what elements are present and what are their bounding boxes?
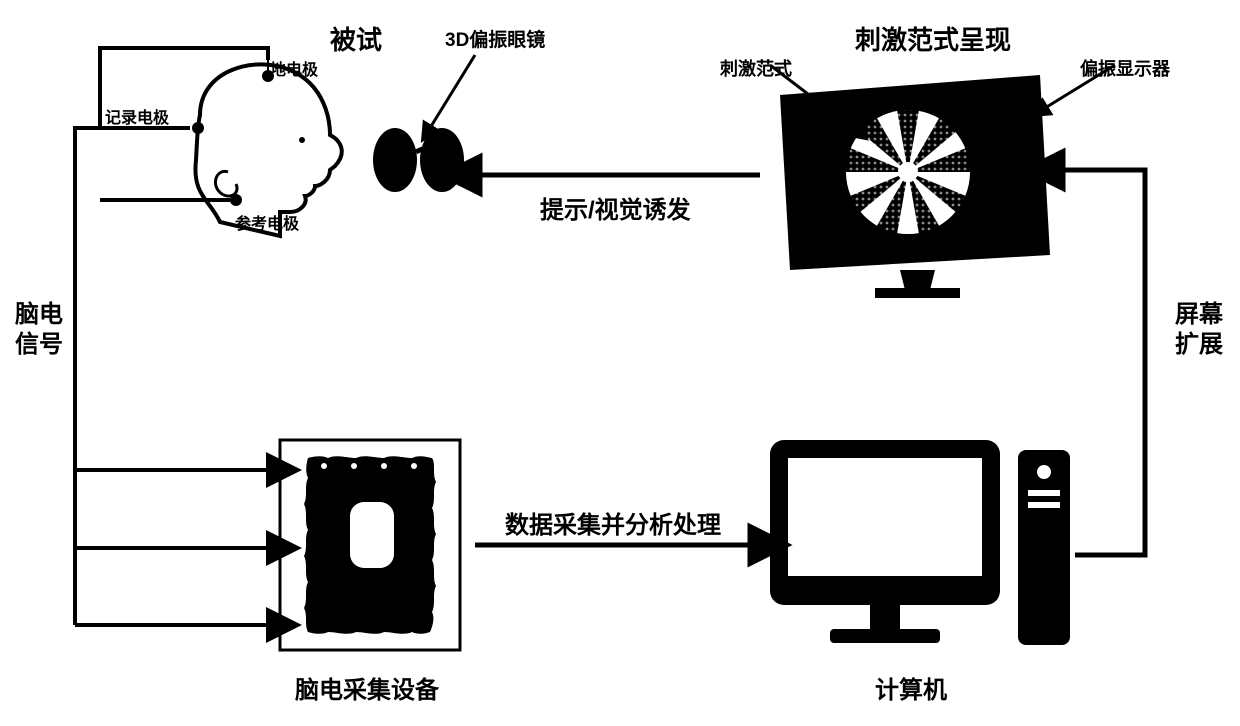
title-subject: 被试: [330, 20, 382, 57]
label-recording-electrode: 记录电极: [105, 104, 169, 128]
reference-electrode-dot: [230, 194, 242, 206]
title-computer: 计算机: [875, 670, 947, 705]
side-label-screen-extension: 屏幕 扩展: [1175, 300, 1223, 360]
label-glasses: 3D偏振眼镜: [445, 25, 545, 52]
label-reference-electrode: 参考电极: [235, 210, 299, 234]
diagram-svg: [0, 0, 1240, 726]
title-eeg-device: 脑电采集设备: [295, 670, 439, 705]
recording-electrode-dot: [192, 122, 204, 134]
stimulus-monitor: [780, 75, 1050, 298]
glasses-icon: [373, 128, 464, 192]
label-ground-electrode: 地电极: [270, 56, 318, 80]
side-label-eeg-line1: 脑电: [15, 301, 63, 328]
label-stimulus-pattern: 刺激范式: [720, 55, 792, 81]
side-label-screen-line2: 扩展: [1175, 331, 1223, 358]
callout-glasses-arrow: [430, 55, 475, 128]
label-data-acq: 数据采集并分析处理: [505, 505, 721, 540]
computer-icon: [770, 440, 1070, 645]
arrow-screen-extension: [1058, 170, 1145, 555]
eeg-device-icon: [280, 440, 460, 650]
diagram-stage: 被试 刺激范式呈现 脑电采集设备 计算机 3D偏振眼镜 刺激范式 偏振显示器 地…: [0, 0, 1240, 726]
side-label-eeg-line2: 信号: [15, 331, 63, 358]
arrow-eeg-signal: [75, 48, 272, 625]
side-label-eeg-signal: 脑电 信号: [15, 300, 63, 360]
title-stimulus: 刺激范式呈现: [855, 20, 1011, 57]
side-label-screen-line1: 屏幕: [1175, 301, 1223, 328]
label-visual-cue: 提示/视觉诱发: [540, 190, 691, 225]
label-polarized-display: 偏振显示器: [1080, 55, 1170, 81]
